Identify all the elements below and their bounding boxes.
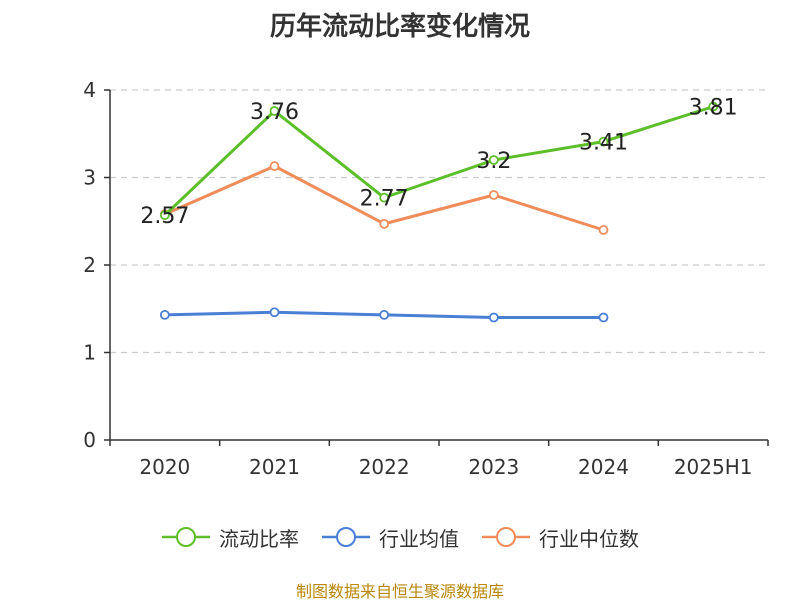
legend: 流动比率 行业均值 行业中位数 [0,520,800,554]
chart-title: 历年流动比率变化情况 [269,12,530,42]
data-label: 3.76 [250,100,299,125]
data-source-note: 制图数据来自恒生聚源数据库 [295,582,504,601]
x-tick-label: 2021 [249,455,300,479]
data-point[interactable] [598,136,609,147]
data-point[interactable] [269,106,280,116]
legend-label: 行业中位数 [539,526,639,551]
data-point[interactable] [379,309,390,320]
x-tick-label: 2020 [139,455,190,479]
data-label: 2.57 [140,204,189,229]
legend-label: 流动比率 [219,526,299,551]
y-tick-label: 2 [83,253,96,277]
legend-item[interactable]: 行业均值 [321,523,459,552]
data-label: 3.81 [689,96,738,121]
data-point[interactable] [159,210,170,221]
series-line-0 [163,105,714,217]
data-point[interactable] [488,190,499,200]
legend-label: 行业均值 [379,526,459,551]
data-point[interactable] [159,309,170,320]
legend-item[interactable]: 行业中位数 [481,523,639,552]
data-point[interactable] [269,161,280,172]
legend-swatch [482,527,530,547]
data-label: 3.41 [579,131,628,156]
legend-item[interactable]: 流动比率 [161,523,299,552]
data-label: 2.77 [360,187,409,212]
data-point[interactable] [708,101,719,112]
data-point[interactable] [379,218,390,229]
data-point[interactable] [379,192,390,203]
legend-swatch [322,527,370,547]
x-tick-label: 2024 [578,455,629,479]
x-tick-label: 2025H1 [674,455,753,479]
y-tick-label: 4 [83,78,96,102]
x-tick-label: 2022 [359,455,410,479]
y-tick-label: 1 [83,341,96,365]
data-point[interactable] [598,225,609,235]
data-point[interactable] [598,312,609,323]
x-tick-label: 2023 [468,455,519,479]
legend-swatch [162,527,210,547]
data-point[interactable] [269,307,280,318]
y-tick-label: 3 [83,166,96,190]
data-point[interactable] [488,155,499,165]
data-point[interactable] [488,312,499,323]
data-label: 3.2 [476,149,511,174]
y-tick-label: 0 [83,428,96,452]
